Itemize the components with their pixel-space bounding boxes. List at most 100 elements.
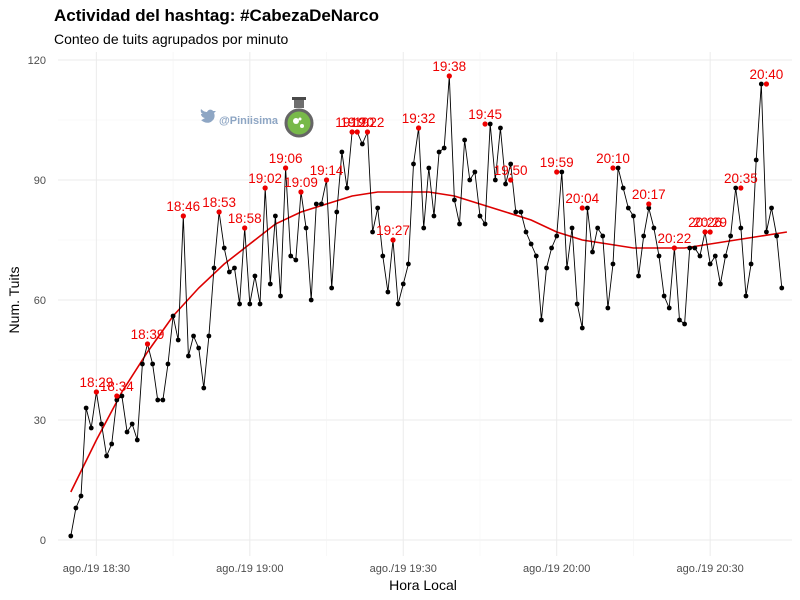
data-point	[743, 293, 749, 299]
data-point	[313, 201, 319, 207]
data-point	[482, 221, 488, 227]
highlight-label: 20:26	[688, 215, 722, 230]
smooth-layer	[70, 191, 788, 493]
highlight-label: 19:59	[540, 155, 574, 170]
data-point	[717, 281, 723, 287]
y-tick-label: 0	[40, 535, 46, 547]
data-point	[114, 397, 120, 403]
data-point	[237, 301, 242, 307]
data-point	[753, 157, 759, 163]
highlight-point	[283, 165, 289, 171]
highlight-point	[114, 393, 120, 399]
data-point	[196, 345, 202, 351]
data-point	[411, 161, 416, 167]
data-point	[518, 209, 524, 215]
data-point	[656, 253, 662, 259]
data-point	[257, 301, 263, 307]
highlight-point	[446, 73, 452, 79]
data-point	[73, 505, 79, 511]
data-point	[288, 253, 294, 259]
data-point	[191, 333, 196, 339]
highlight-label: 19:09	[284, 175, 318, 190]
highlight-label: 18:46	[166, 199, 200, 214]
data-point	[206, 333, 212, 339]
data-point	[104, 453, 109, 459]
highlight-point	[579, 205, 585, 211]
highlight-point	[349, 129, 355, 135]
data-point	[467, 177, 473, 183]
watermark-handle: @Piniisima	[219, 115, 279, 127]
data-point	[395, 301, 401, 307]
data-point	[278, 293, 283, 299]
highlight-layer	[93, 73, 770, 399]
data-point	[477, 213, 483, 219]
highlight-label: 18:39	[131, 327, 165, 342]
data-point	[436, 149, 442, 155]
highlight-point	[416, 125, 422, 131]
data-point	[124, 429, 130, 435]
data-point	[692, 245, 698, 251]
data-point	[579, 325, 585, 331]
data-point	[380, 253, 386, 259]
x-axis-title: Hora Local	[389, 577, 457, 593]
highlight-point	[354, 129, 360, 135]
data-point	[738, 225, 744, 231]
data-point	[400, 281, 406, 287]
data-point	[492, 177, 498, 183]
data-point	[139, 361, 145, 367]
highlight-label: 20:10	[596, 151, 630, 166]
y-tick-label: 120	[28, 55, 46, 67]
data-point	[426, 165, 432, 171]
potion-flask-logo	[284, 97, 314, 138]
highlight-point	[364, 129, 371, 135]
highlight-label: 18:34	[100, 379, 134, 394]
data-point	[226, 269, 232, 275]
highlight-label: 19:32	[402, 111, 436, 126]
data-point	[687, 245, 693, 251]
highlight-label: 20:04	[565, 191, 599, 206]
watermark: @Piniisima	[200, 97, 314, 138]
highlight-point	[298, 189, 304, 195]
data-point	[651, 225, 657, 231]
x-tick-label: ago./19 20:00	[523, 563, 590, 575]
data-point	[661, 293, 667, 299]
data-point	[523, 229, 529, 235]
highlight-point	[262, 185, 268, 191]
data-point	[707, 261, 713, 267]
data-point	[267, 281, 273, 287]
data-point	[99, 421, 104, 427]
data-point	[385, 289, 391, 295]
data-point	[682, 321, 687, 327]
highlight-point	[738, 185, 744, 191]
data-point	[590, 249, 595, 255]
data-point	[513, 209, 519, 215]
data-point	[232, 265, 237, 271]
highlight-point	[93, 389, 99, 395]
highlight-label: 19:20	[340, 115, 374, 130]
x-tick-label: ago./19 19:30	[370, 563, 437, 575]
highlight-point	[702, 229, 708, 235]
data-point	[758, 81, 764, 87]
data-point	[554, 233, 560, 239]
data-point	[569, 225, 575, 231]
highlight-point	[482, 121, 488, 127]
highlight-point	[390, 237, 396, 243]
data-point	[585, 205, 590, 211]
smooth-trend-line	[70, 191, 788, 493]
data-point	[405, 261, 411, 267]
highlight-point	[646, 201, 652, 207]
data-point	[723, 253, 728, 259]
data-point	[319, 201, 324, 207]
highlight-label: 19:06	[269, 151, 303, 166]
data-point	[119, 393, 125, 399]
data-point	[779, 285, 785, 291]
highlight-point	[180, 213, 186, 219]
highlight-point	[671, 245, 677, 251]
data-point	[712, 253, 718, 259]
highlight-point	[508, 177, 514, 183]
data-point	[375, 205, 381, 211]
data-point	[211, 265, 217, 271]
highlight-label: 19:19	[335, 115, 369, 130]
y-tick-label: 60	[34, 295, 46, 307]
highlight-label: 19:14	[310, 163, 344, 178]
